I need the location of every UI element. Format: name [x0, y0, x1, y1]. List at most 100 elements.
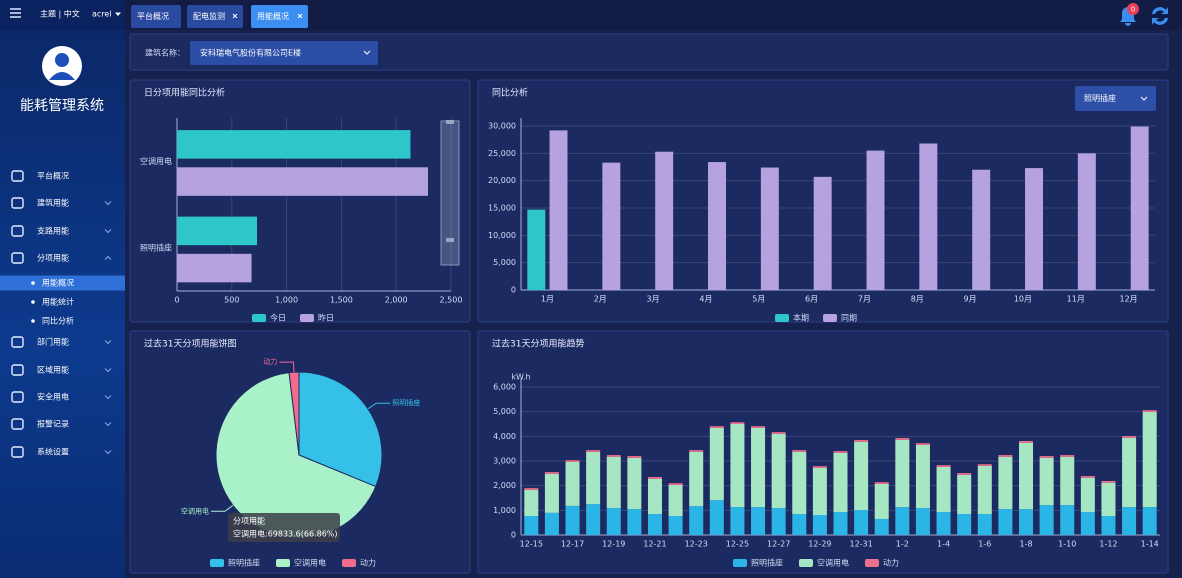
- bar-segment[interactable]: [854, 440, 869, 442]
- bar-segment[interactable]: [771, 433, 786, 509]
- building-value[interactable]: 安科瑞电气股份有限公司E楼: [200, 48, 301, 58]
- bar-segment[interactable]: [647, 514, 662, 535]
- bar-segment[interactable]: [565, 461, 580, 506]
- bar[interactable]: [655, 151, 674, 290]
- bar-segment[interactable]: [957, 473, 972, 475]
- bar-segment[interactable]: [1122, 437, 1137, 508]
- legend-swatch[interactable]: [865, 559, 879, 567]
- bar-segment[interactable]: [1142, 410, 1157, 412]
- bar[interactable]: [813, 176, 832, 290]
- user-caret[interactable]: [115, 12, 121, 17]
- legend-swatch[interactable]: [823, 314, 837, 322]
- bar-segment[interactable]: [1142, 411, 1157, 508]
- bar-segment[interactable]: [977, 464, 992, 466]
- menu-toggle[interactable]: [10, 8, 21, 18]
- bar-segment[interactable]: [668, 516, 683, 535]
- bar-segment[interactable]: [524, 488, 539, 490]
- bar-segment[interactable]: [730, 507, 745, 535]
- bar-segment[interactable]: [792, 451, 807, 515]
- bar-segment[interactable]: [524, 489, 539, 517]
- legend-label[interactable]: 动力: [360, 558, 376, 568]
- bar-segment[interactable]: [709, 426, 724, 428]
- bar-segment[interactable]: [606, 508, 621, 535]
- user-name[interactable]: acrel: [92, 10, 112, 19]
- menu-item[interactable]: 分项用能: [37, 253, 69, 263]
- bar[interactable]: [549, 130, 568, 290]
- bar-segment[interactable]: [854, 510, 869, 535]
- tab-label[interactable]: 配电监测: [193, 11, 225, 21]
- bar-segment[interactable]: [977, 514, 992, 535]
- notification-badge[interactable]: [1127, 3, 1139, 15]
- bar-segment[interactable]: [689, 451, 704, 507]
- bar-segment[interactable]: [730, 424, 745, 508]
- bar-segment[interactable]: [689, 450, 704, 452]
- bar-segment[interactable]: [1122, 507, 1137, 535]
- tab-close[interactable]: [232, 13, 238, 19]
- legend-label[interactable]: 本期: [793, 313, 809, 323]
- bar[interactable]: [527, 209, 546, 290]
- series-select[interactable]: [1075, 86, 1156, 111]
- bar-segment[interactable]: [895, 439, 910, 508]
- bar-segment[interactable]: [627, 456, 642, 458]
- building-select[interactable]: [190, 41, 378, 65]
- tab[interactable]: [131, 5, 181, 28]
- bar-segment[interactable]: [627, 457, 642, 510]
- bar[interactable]: [177, 253, 252, 283]
- bar-segment[interactable]: [936, 465, 951, 467]
- bar[interactable]: [177, 167, 428, 196]
- bar-segment[interactable]: [792, 514, 807, 535]
- bar-segment[interactable]: [792, 450, 807, 452]
- bar[interactable]: [602, 162, 621, 290]
- legend-swatch[interactable]: [300, 314, 314, 322]
- select-arrow[interactable]: [363, 50, 371, 55]
- bar-segment[interactable]: [1122, 436, 1137, 438]
- bar-segment[interactable]: [668, 483, 683, 485]
- bar[interactable]: [1077, 153, 1096, 290]
- bar-segment[interactable]: [1101, 482, 1116, 517]
- bar-segment[interactable]: [586, 451, 601, 505]
- menu-item[interactable]: 区域用能: [37, 365, 69, 375]
- theme-language[interactable]: 主题 | 中文: [40, 9, 80, 19]
- notification-count[interactable]: 0: [1131, 6, 1135, 14]
- bar-segment[interactable]: [915, 508, 930, 535]
- bar-segment[interactable]: [524, 516, 539, 535]
- bar-segment[interactable]: [606, 456, 621, 509]
- bar-segment[interactable]: [771, 432, 786, 434]
- bar-segment[interactable]: [874, 482, 889, 484]
- menu-item[interactable]: 系统设置: [37, 447, 69, 457]
- submenu-item[interactable]: 同比分析: [42, 316, 74, 326]
- pie-slice[interactable]: [215, 372, 377, 539]
- bar[interactable]: [972, 169, 991, 290]
- bar-segment[interactable]: [586, 504, 601, 535]
- bar-segment[interactable]: [998, 509, 1013, 535]
- bar-segment[interactable]: [998, 456, 1013, 510]
- bar-segment[interactable]: [1039, 505, 1054, 535]
- bar[interactable]: [177, 216, 258, 246]
- bar-segment[interactable]: [1101, 480, 1116, 483]
- bar-segment[interactable]: [1039, 457, 1054, 506]
- bar[interactable]: [708, 162, 726, 290]
- legend-label[interactable]: 照明插座: [228, 558, 260, 568]
- bar-segment[interactable]: [936, 466, 951, 513]
- legend-label[interactable]: 照明插座: [751, 558, 783, 568]
- bar-segment[interactable]: [689, 506, 704, 535]
- bar-segment[interactable]: [586, 450, 601, 452]
- bar-segment[interactable]: [812, 466, 827, 468]
- bar-segment[interactable]: [565, 460, 580, 462]
- tab-label[interactable]: 用能概况: [257, 11, 289, 21]
- bar-segment[interactable]: [812, 515, 827, 535]
- legend-label[interactable]: 空调用电: [294, 558, 326, 568]
- bar[interactable]: [760, 167, 779, 290]
- bar-segment[interactable]: [977, 465, 992, 515]
- bar-segment[interactable]: [730, 422, 745, 424]
- bar[interactable]: [919, 143, 938, 290]
- menu-item[interactable]: 安全用电: [37, 392, 69, 402]
- bar[interactable]: [1130, 126, 1149, 291]
- legend-label[interactable]: 空调用电: [817, 558, 849, 568]
- legend-swatch[interactable]: [210, 559, 224, 567]
- bar-segment[interactable]: [874, 518, 889, 535]
- bar-segment[interactable]: [833, 451, 848, 453]
- bar-segment[interactable]: [998, 455, 1013, 457]
- bar-segment[interactable]: [1019, 442, 1034, 510]
- legend-swatch[interactable]: [342, 559, 356, 567]
